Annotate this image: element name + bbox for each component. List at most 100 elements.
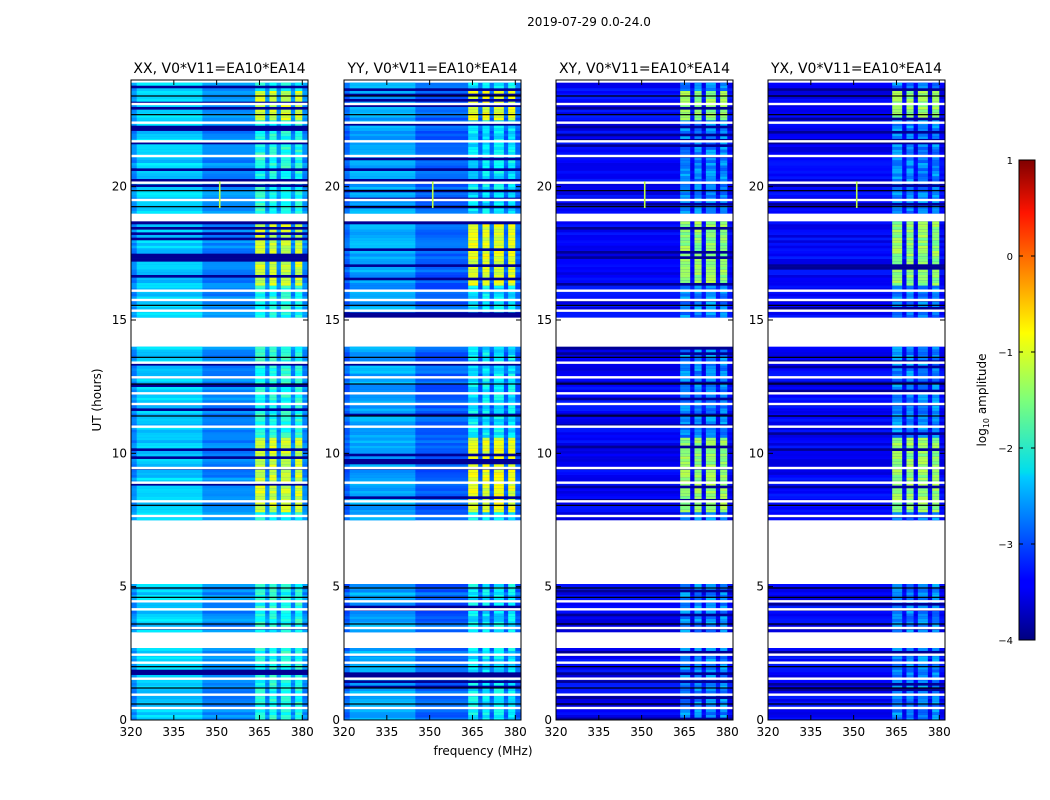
flag-line (131, 600, 308, 603)
heatmap-rfi-cell (917, 624, 928, 627)
heatmap-rfi-cell (932, 346, 940, 350)
heatmap-row (344, 594, 521, 598)
flag-line (344, 500, 521, 503)
heatmap-rfi-cell (468, 682, 479, 686)
heatmap-rfi-cell (906, 234, 914, 238)
heatmap-rfi-cell (482, 717, 490, 721)
heatmap-rfi-cell (468, 346, 479, 350)
heatmap-rfi-cell (694, 261, 702, 265)
heatmap-rfi-cell (680, 242, 691, 246)
heatmap-rfi-cell (280, 277, 291, 281)
heatmap-rfi-cell (269, 709, 277, 713)
heatmap-rfi-cell (720, 517, 728, 521)
heatmap-rfi-cell (720, 200, 728, 203)
heatmap-rfi-cell (720, 314, 728, 318)
heatmap-rfi-cell (906, 104, 914, 107)
heatmap-rfi-cell (482, 250, 490, 254)
heatmap-row (131, 674, 308, 678)
heatmap-rfi-cell (906, 506, 914, 510)
heatmap-rfi-cell (705, 368, 716, 371)
heatmap-continuum (349, 501, 416, 505)
heatmap-rfi-cell (720, 712, 728, 715)
heatmap-rfi-cell (705, 237, 716, 241)
colorbar: 10−1−2−3−4 log10 amplitude (975, 156, 1036, 647)
y-tick-label: 20 (112, 180, 127, 194)
heatmap-rfi-cell (680, 386, 691, 390)
heatmap-rfi-cell (720, 482, 728, 486)
heatmap-rfi-cell (705, 682, 716, 686)
heatmap (344, 82, 521, 721)
heatmap-rfi-cell (255, 365, 266, 369)
heatmap-row (131, 144, 308, 147)
heatmap-rfi-cell (295, 474, 303, 478)
heatmap-rfi-cell (295, 136, 303, 139)
heatmap-rfi-cell (482, 202, 490, 206)
heatmap-rfi-cell (694, 160, 702, 163)
y-tick-label: 0 (119, 713, 127, 727)
heatmap-row (556, 264, 733, 267)
heatmap-rfi-cell (508, 202, 516, 206)
heatmap-continuum (349, 485, 416, 489)
flag-line (556, 402, 733, 406)
heatmap-continuum (136, 173, 203, 177)
heatmap-rfi-cell (720, 368, 728, 371)
heatmap-rfi-cell (269, 621, 277, 625)
heatmap-rfi-cell (906, 605, 914, 609)
heatmap-rfi-cell (694, 221, 702, 225)
heatmap-rfi-cell (508, 186, 516, 190)
heatmap-continuum (349, 429, 416, 433)
heatmap-continuum (349, 242, 416, 246)
heatmap-rfi-cell (280, 357, 291, 361)
heatmap-rfi-cell (468, 485, 479, 489)
heatmap-rfi-cell (468, 149, 479, 153)
heatmap-rfi-cell (269, 602, 277, 606)
heatmap-row (768, 266, 945, 270)
heatmap-rfi-cell (508, 301, 516, 305)
heatmap-row (556, 373, 733, 377)
heatmap-rfi-cell (694, 496, 702, 499)
heatmap-rfi-cell (720, 90, 728, 94)
heatmap-rfi-cell (720, 362, 728, 366)
heatmap-row (344, 584, 521, 587)
heatmap-rfi-cell (694, 98, 702, 102)
heatmap-continuum (136, 477, 203, 481)
heatmap-rfi-cell (255, 186, 266, 190)
scan-boundary (131, 687, 308, 689)
flag-line (131, 361, 308, 364)
heatmap-continuum (136, 346, 203, 350)
heatmap-rfi-cell (255, 357, 266, 361)
heatmap-row (768, 117, 945, 121)
heatmap-continuum (136, 146, 203, 150)
heatmap-rfi-cell (906, 416, 914, 419)
flag-line (556, 661, 733, 664)
heatmap-row (131, 237, 308, 241)
heatmap-row (556, 418, 733, 422)
heatmap-rfi-cell (720, 389, 728, 393)
heatmap-rfi-cell (917, 261, 928, 265)
heatmap-rfi-cell (280, 208, 291, 211)
heatmap-rfi-cell (255, 114, 266, 118)
heatmap-row (768, 432, 945, 435)
heatmap-continuum (136, 109, 203, 113)
heatmap-row (768, 685, 945, 689)
heatmap-row (131, 245, 308, 249)
flag-line (556, 481, 733, 484)
heatmap-rfi-cell (468, 386, 479, 390)
heatmap-rfi-cell (508, 184, 516, 187)
heatmap-row (768, 229, 945, 233)
heatmap-rfi-cell (906, 429, 914, 433)
heatmap-rfi-cell (508, 469, 516, 473)
heatmap-rfi-cell (269, 685, 277, 689)
heatmap-rfi-cell (493, 709, 504, 713)
heatmap-rfi-cell (295, 285, 303, 289)
heatmap-rfi-cell (493, 450, 504, 454)
heatmap-rfi-cell (280, 658, 291, 662)
axes-frame (767, 79, 946, 721)
heatmap-rfi-cell (917, 224, 928, 227)
heatmap-rfi-cell (694, 168, 702, 171)
heatmap-rfi-cell (493, 194, 504, 198)
heatmap-row (344, 405, 521, 409)
heatmap-rfi-cell (917, 85, 928, 89)
heatmap-rfi-cell (906, 512, 914, 515)
